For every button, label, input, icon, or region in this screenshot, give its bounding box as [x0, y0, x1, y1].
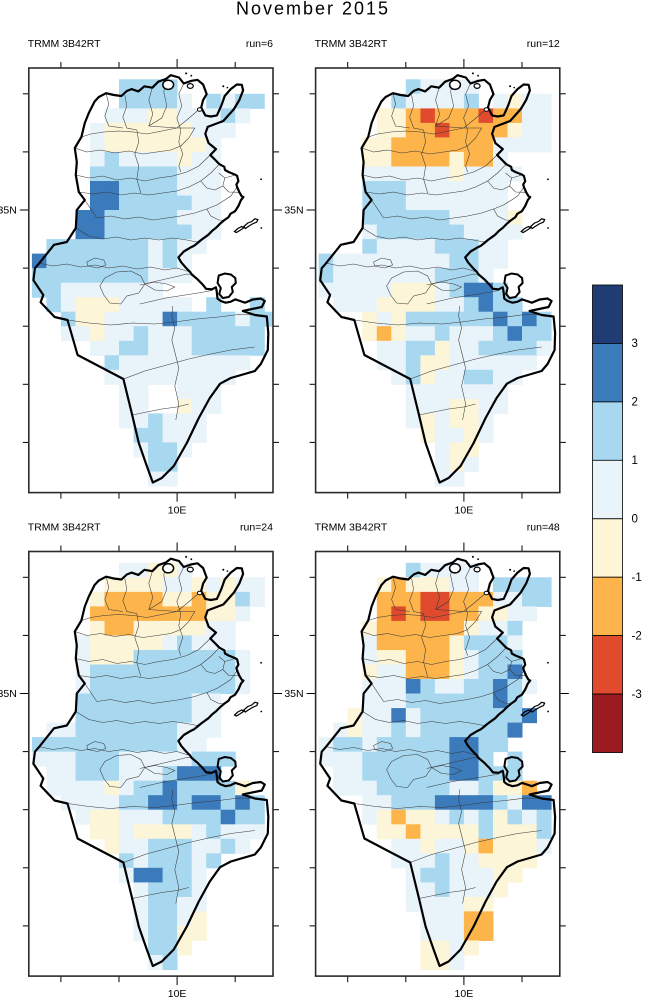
svg-text:0: 0 [632, 514, 638, 526]
svg-text:TRMM 3B42RT: TRMM 3B42RT [315, 522, 388, 534]
svg-text:10E: 10E [168, 505, 187, 517]
svg-text:10E: 10E [168, 988, 187, 998]
svg-text:run=12: run=12 [527, 38, 560, 50]
svg-text:November 2015: November 2015 [236, 0, 390, 19]
svg-text:10E: 10E [455, 988, 474, 998]
svg-text:run=24: run=24 [240, 522, 273, 534]
svg-text:35N: 35N [0, 205, 17, 217]
svg-text:10E: 10E [455, 505, 474, 517]
svg-text:-3: -3 [632, 689, 642, 701]
svg-text:3: 3 [632, 338, 638, 350]
svg-text:run=6: run=6 [246, 38, 273, 50]
svg-text:TRMM 3B42RT: TRMM 3B42RT [315, 38, 388, 50]
svg-text:35N: 35N [284, 688, 303, 700]
svg-text:1: 1 [632, 455, 638, 467]
svg-text:2: 2 [632, 397, 638, 409]
svg-text:35N: 35N [284, 205, 303, 217]
svg-text:35N: 35N [0, 688, 17, 700]
svg-text:-2: -2 [632, 630, 642, 642]
svg-text:run=48: run=48 [527, 522, 560, 534]
svg-text:TRMM 3B42RT: TRMM 3B42RT [28, 522, 101, 534]
svg-text:TRMM 3B42RT: TRMM 3B42RT [28, 38, 101, 50]
svg-text:-1: -1 [632, 572, 642, 584]
